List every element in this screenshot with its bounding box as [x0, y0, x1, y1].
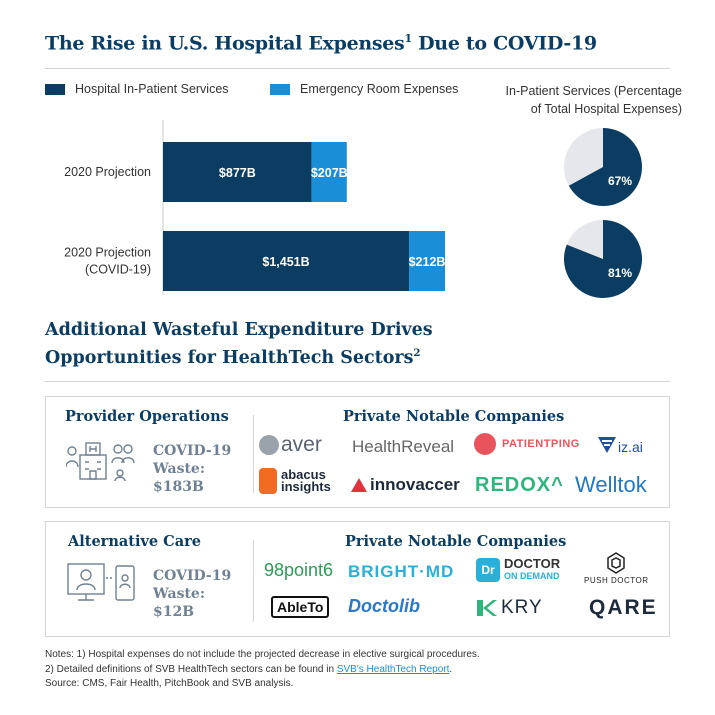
aver-mark-icon	[259, 435, 279, 455]
logo-push-doctor: PUSH DOCTOR	[584, 550, 648, 585]
title-divider	[45, 68, 670, 69]
dr-mark-icon: Dr	[476, 558, 500, 582]
abacus-mark-icon	[259, 468, 277, 494]
patientping-mark-icon	[474, 433, 496, 455]
logo-kry: KRY	[475, 597, 543, 619]
alt-care-divider	[253, 540, 254, 622]
provider-operations-card: Provider Operations COVID-19 Waste: $183…	[45, 396, 670, 508]
provider-companies-title: Private Notable Companies	[343, 408, 565, 425]
alt-care-waste: COVID-19 Waste: $12B	[153, 568, 232, 620]
viz-mark-icon	[598, 437, 616, 453]
legend-inpatient: Hospital In-Patient Services	[45, 82, 229, 96]
category-label: 2020 Projection	[64, 246, 151, 260]
alt-companies-title: Private Notable Companies	[345, 533, 567, 550]
logo-patientping: PATIENTPING	[474, 433, 580, 455]
logo-redox: REDOX^	[475, 474, 564, 496]
provider-title: Provider Operations	[65, 408, 229, 425]
category-label: (COVID-19)	[85, 263, 151, 277]
logo-healthreveal: HealthReveal	[352, 437, 455, 456]
telehealth-icon	[67, 563, 135, 601]
provider-waste: COVID-19 Waste: $183B	[153, 443, 232, 495]
bar-inpatient	[163, 231, 410, 291]
logo-bright-md: BRIGHT·MD	[348, 562, 455, 581]
legend-er: Emergency Room Expenses	[270, 82, 458, 96]
bar-emergency-room	[311, 142, 347, 202]
hospital-icon	[66, 442, 135, 481]
section-heading: Additional Wasteful Expenditure Drives O…	[45, 320, 433, 368]
pie-chart-2020-covid: 81%	[564, 220, 642, 298]
pie-chart-2020: 67%	[564, 128, 642, 206]
logo-98point6: 98point6	[264, 560, 334, 580]
kry-mark-icon	[477, 600, 497, 616]
logo-qare: QARE	[589, 596, 658, 619]
pie-inpatient-slice	[564, 220, 642, 298]
logo-ableto: AbleTo	[271, 596, 330, 618]
svb-healthtech-report-link[interactable]: SVB's HealthTech Report	[336, 663, 450, 675]
logo-welltok: Welltok	[575, 472, 647, 497]
pie-chart-title: In-Patient Services (Percentage of Total…	[505, 84, 682, 116]
footnotes: Notes: 1) Hospital expenses do not inclu…	[45, 649, 480, 689]
alternative-care-card: Alternative Care COVID-19 Waste: $12B Pr…	[45, 521, 670, 637]
page-title: The Rise in U.S. Hospital Expenses1 Due …	[45, 32, 597, 55]
logo-aver: aver	[259, 433, 322, 457]
category-label: 2020 Projection	[64, 165, 151, 179]
bar-value-label: $1,451B	[262, 255, 309, 269]
bar-chart: 2020 Projection $877B $207B 2020 Projection…	[64, 120, 446, 295]
bar-inpatient	[163, 142, 312, 202]
pie-value-label: 67%	[608, 174, 632, 188]
bar-emergency-room	[409, 231, 445, 291]
bar-value-label: $212B	[409, 255, 446, 269]
logo-abacus-insights: abacus insights	[259, 468, 331, 494]
pie-value-label: 81%	[608, 266, 632, 280]
legend-swatch-blue	[270, 83, 290, 95]
section-divider	[45, 381, 670, 382]
push-doctor-mark-icon	[607, 552, 625, 574]
bar-value-label: $207B	[311, 166, 348, 180]
provider-divider	[253, 415, 254, 493]
alt-care-title: Alternative Care	[68, 533, 201, 550]
logo-innovaccer: innovaccer	[351, 475, 460, 495]
pie-inpatient-slice	[568, 128, 642, 206]
logo-doctor-on-demand: Dr DOCTOR ON DEMAND	[476, 557, 560, 582]
logo-viz-ai: iz.ai	[596, 433, 643, 455]
legend-swatch-navy	[45, 83, 65, 95]
bar-value-label: $877B	[219, 166, 256, 180]
innovaccer-mark-icon	[351, 478, 367, 492]
logo-doctolib: Doctolib	[348, 596, 420, 616]
